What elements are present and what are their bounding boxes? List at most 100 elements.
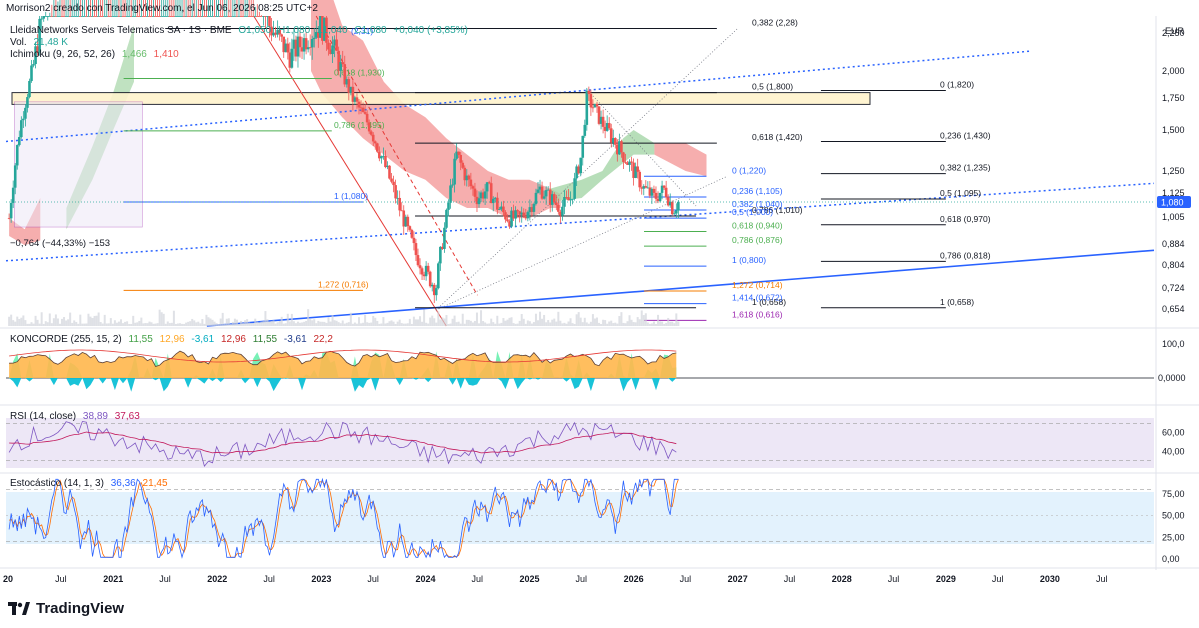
- volume-bar: [412, 316, 415, 326]
- candle-body: [365, 113, 369, 123]
- volume-bar: [593, 318, 596, 326]
- candle-body: [609, 128, 613, 143]
- candle-body: [97, 16, 100, 17]
- candle-body: [319, 16, 322, 38]
- volume-bar: [492, 322, 495, 326]
- tradingview-logo[interactable]: TradingView: [8, 600, 124, 617]
- volume-bar: [659, 321, 662, 326]
- volume-bar: [164, 323, 167, 326]
- volume-bar: [301, 322, 304, 326]
- candle-body: [225, 16, 229, 17]
- candle-body: [22, 118, 25, 121]
- volume-bar: [138, 320, 141, 326]
- candle-body: [644, 186, 648, 188]
- koncorde-label[interactable]: KONCORDE (255, 15, 2): [10, 334, 122, 345]
- volume-bar: [26, 323, 29, 326]
- candle-body: [64, 16, 68, 17]
- change-value: +0,040 (+3,85%): [393, 25, 468, 36]
- symbol-name[interactable]: LleidaNetworks Serveis Telematics SA · 1…: [10, 25, 232, 36]
- candle-body: [526, 212, 530, 219]
- stoch-axis-tick: 50,00: [1162, 511, 1185, 521]
- volume-bar: [252, 323, 255, 326]
- volume-bar: [616, 323, 619, 326]
- volume-bar: [211, 319, 214, 326]
- volume-bar: [89, 316, 92, 326]
- volume-bar: [229, 323, 232, 326]
- candle-body: [555, 202, 558, 206]
- fib-level-label: 0 (1,820): [940, 79, 974, 89]
- candle-body: [329, 49, 332, 55]
- candle-body: [103, 16, 107, 17]
- candle-body: [388, 165, 391, 179]
- volume-bar: [461, 313, 464, 326]
- candle-body: [278, 29, 281, 35]
- ichimoku-cloud-bearish: [654, 143, 707, 177]
- candle-body: [367, 122, 371, 132]
- volume-bar: [195, 322, 198, 326]
- volume-bar: [168, 323, 171, 326]
- candle-body: [20, 120, 23, 138]
- ichimoku-label[interactable]: Ichimoku (9, 26, 52, 26): [10, 49, 116, 60]
- candle-body: [382, 155, 385, 157]
- time-axis-tick: 2026: [624, 574, 644, 584]
- volume-bar: [571, 323, 574, 326]
- volume-bar: [536, 320, 539, 326]
- candle-body: [538, 186, 542, 190]
- volume-bar: [46, 322, 49, 326]
- volume-bar: [246, 319, 249, 326]
- candle-body: [341, 62, 345, 65]
- candle-body: [441, 246, 444, 249]
- candle-body: [323, 17, 326, 41]
- candle-body: [11, 187, 15, 203]
- volume-bar: [423, 309, 426, 326]
- volume-bar: [364, 314, 367, 326]
- candle-body: [540, 186, 544, 199]
- candle-body: [158, 16, 161, 17]
- candle-body: [672, 213, 676, 215]
- candle-body: [524, 215, 528, 219]
- stoch-axis-tick: 25,00: [1162, 532, 1185, 542]
- koncorde-value: 22,2: [313, 334, 333, 345]
- volume-value: 21,48 K: [33, 37, 68, 48]
- candle-body: [587, 90, 591, 95]
- volume-bar: [126, 321, 129, 326]
- candle-body: [115, 16, 119, 17]
- candle-body: [445, 209, 448, 228]
- volume-bar: [490, 318, 493, 326]
- volume-bar: [105, 323, 108, 326]
- candle-body: [461, 162, 465, 168]
- volume-bar: [327, 317, 330, 326]
- candle-body: [87, 16, 90, 17]
- volume-label[interactable]: Vol.: [10, 37, 27, 48]
- candle-body: [217, 16, 220, 17]
- candle-body: [113, 16, 117, 17]
- candle-body: [150, 16, 153, 17]
- volume-bar: [512, 323, 515, 326]
- candle-body: [585, 90, 589, 125]
- volume-bar: [583, 317, 586, 326]
- candle-body: [589, 94, 593, 108]
- koncorde-orange-area: [9, 351, 677, 378]
- price-axis-tick: 1,750: [1162, 93, 1185, 103]
- volume-bar: [28, 323, 31, 326]
- volume-bar: [217, 323, 220, 326]
- candle-body: [60, 16, 64, 17]
- candle-body: [601, 116, 605, 127]
- rsi-label[interactable]: RSI (14, close): [10, 411, 77, 422]
- candle-body: [616, 144, 619, 155]
- time-axis-tick: Jul: [680, 574, 692, 584]
- fib-level-label: 0,382 (1,235): [940, 163, 991, 173]
- volume-bar: [233, 318, 236, 326]
- fib-level-label: 0,786 (0,818): [940, 250, 991, 260]
- volume-bar: [563, 322, 566, 326]
- volume-bar: [136, 322, 139, 326]
- candle-body: [500, 206, 503, 210]
- time-axis-tick: Jul: [55, 574, 67, 584]
- volume-bar: [240, 320, 243, 326]
- stoch-label[interactable]: Estocástico (14, 1, 3): [10, 478, 104, 489]
- volume-bar: [661, 321, 664, 326]
- volume-bar: [541, 318, 544, 326]
- price-axis-tick: 2,250: [1162, 28, 1185, 38]
- volume-bar: [445, 315, 448, 326]
